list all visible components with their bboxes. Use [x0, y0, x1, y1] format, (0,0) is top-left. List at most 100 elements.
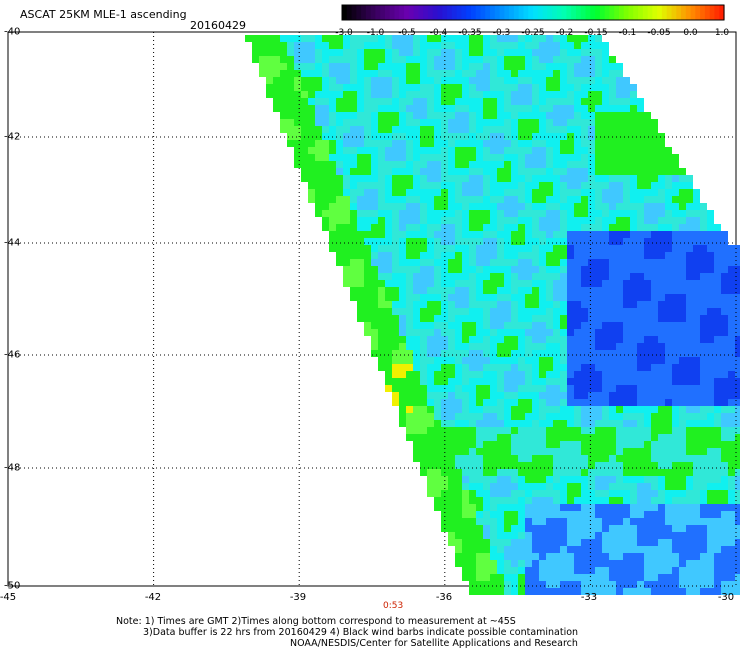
wind-cell	[399, 56, 406, 63]
wind-cell	[574, 546, 581, 553]
wind-cell	[651, 175, 658, 182]
wind-cell	[490, 63, 497, 70]
wind-cell	[588, 469, 595, 476]
wind-cell	[315, 196, 322, 203]
wind-cell	[679, 266, 686, 273]
wind-cell	[574, 581, 581, 588]
wind-cell	[413, 378, 420, 385]
wind-cell	[581, 427, 588, 434]
wind-cell	[392, 301, 399, 308]
wind-cell	[700, 322, 707, 329]
wind-cell	[546, 350, 553, 357]
wind-cell	[630, 427, 637, 434]
wind-cell	[735, 392, 740, 399]
wind-cell	[665, 497, 672, 504]
wind-cell	[532, 70, 539, 77]
wind-cell	[693, 280, 700, 287]
wind-cell	[721, 581, 728, 588]
wind-cell	[413, 231, 420, 238]
wind-cell	[609, 63, 616, 70]
wind-cell	[406, 301, 413, 308]
wind-cell	[609, 301, 616, 308]
wind-cell	[567, 343, 574, 350]
wind-cell	[427, 483, 434, 490]
wind-cell	[378, 252, 385, 259]
wind-cell	[476, 245, 483, 252]
wind-cell	[532, 98, 539, 105]
wind-cell	[539, 378, 546, 385]
wind-cell	[686, 301, 693, 308]
wind-cell	[532, 378, 539, 385]
wind-cell	[483, 98, 490, 105]
product-title: ASCAT 25KM MLE-1 ascending	[20, 8, 187, 21]
wind-cell	[630, 266, 637, 273]
wind-cell	[385, 182, 392, 189]
wind-cell	[567, 301, 574, 308]
wind-cell	[392, 119, 399, 126]
wind-cell	[665, 231, 672, 238]
wind-cell	[462, 35, 469, 42]
wind-cell	[539, 161, 546, 168]
wind-cell	[252, 56, 259, 63]
wind-cell	[616, 357, 623, 364]
wind-cell	[385, 49, 392, 56]
wind-cell	[728, 322, 735, 329]
wind-cell	[455, 518, 462, 525]
wind-cell	[518, 63, 525, 70]
wind-cell	[532, 182, 539, 189]
wind-cell	[651, 483, 658, 490]
wind-cell	[616, 574, 623, 581]
wind-cell	[644, 413, 651, 420]
wind-cell	[560, 560, 567, 567]
wind-cell	[483, 266, 490, 273]
wind-cell	[504, 308, 511, 315]
wind-cell	[469, 385, 476, 392]
wind-cell	[413, 112, 420, 119]
colorbar-segment	[413, 5, 419, 20]
wind-cell	[630, 434, 637, 441]
wind-cell	[427, 84, 434, 91]
wind-cell	[609, 581, 616, 588]
wind-cell	[455, 182, 462, 189]
wind-cell	[532, 448, 539, 455]
wind-cell	[602, 518, 609, 525]
wind-cell	[595, 420, 602, 427]
wind-cell	[574, 203, 581, 210]
wind-cell	[637, 308, 644, 315]
wind-cell	[553, 154, 560, 161]
wind-cell	[567, 133, 574, 140]
wind-cell	[728, 560, 735, 567]
wind-cell	[518, 343, 525, 350]
wind-cell	[637, 455, 644, 462]
wind-cell	[455, 357, 462, 364]
wind-cell	[553, 497, 560, 504]
wind-cell	[672, 448, 679, 455]
wind-cell	[644, 259, 651, 266]
wind-cell	[315, 168, 322, 175]
wind-cell	[371, 280, 378, 287]
wind-cell	[721, 497, 728, 504]
wind-cell	[609, 231, 616, 238]
wind-cell	[602, 91, 609, 98]
wind-cell	[728, 434, 735, 441]
wind-cell	[490, 49, 497, 56]
wind-cell	[427, 266, 434, 273]
wind-cell	[427, 399, 434, 406]
wind-cell	[686, 399, 693, 406]
wind-cell	[602, 119, 609, 126]
wind-cell	[546, 266, 553, 273]
wind-cell	[644, 329, 651, 336]
wind-cell	[518, 35, 525, 42]
wind-cell	[693, 287, 700, 294]
wind-cell	[518, 147, 525, 154]
wind-cell	[595, 273, 602, 280]
wind-cell	[602, 378, 609, 385]
wind-cell	[616, 490, 623, 497]
wind-cell	[532, 126, 539, 133]
wind-cell	[448, 441, 455, 448]
wind-cell	[616, 476, 623, 483]
wind-cell	[539, 273, 546, 280]
colorbar-segment	[504, 5, 510, 20]
wind-cell	[280, 84, 287, 91]
wind-cell	[658, 413, 665, 420]
